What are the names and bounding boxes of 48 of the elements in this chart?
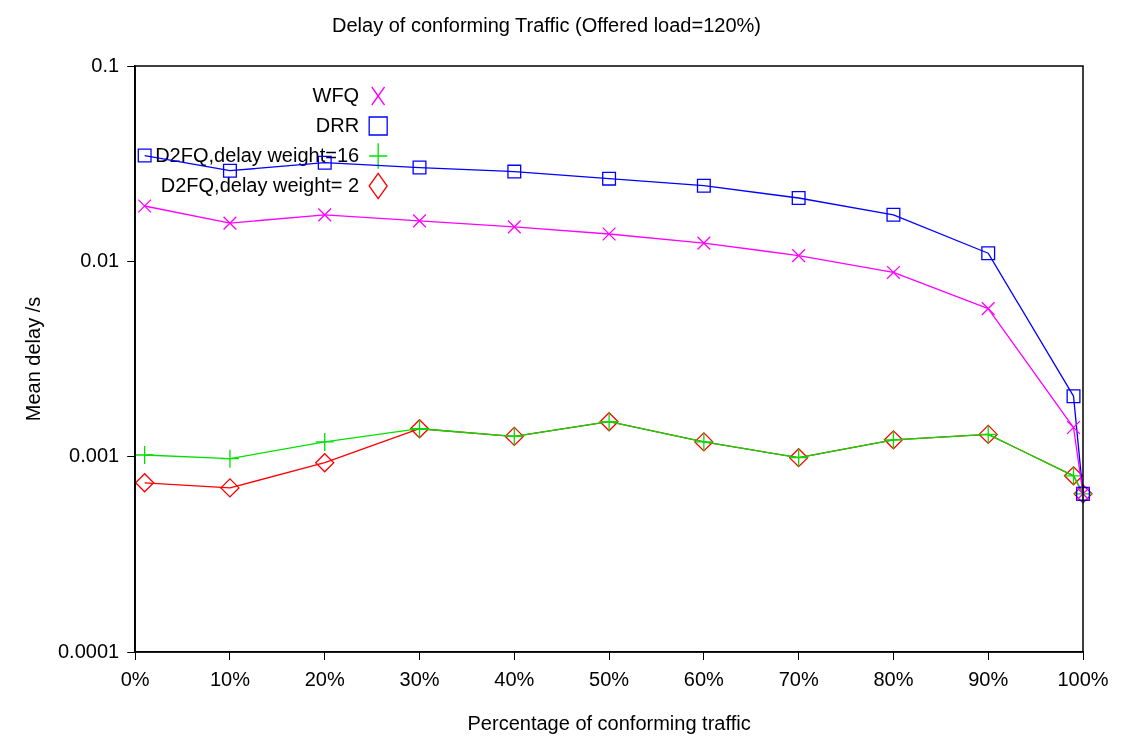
point: [1066, 389, 1081, 404]
legend-label: D2FQ,delay weight= 2: [160, 173, 360, 196]
x-tick-label: 10%: [209, 667, 251, 690]
y-tick-label: 0.01: [80, 248, 120, 271]
point: [696, 178, 711, 193]
point: [317, 207, 332, 222]
legend-label: DRR: [315, 113, 360, 136]
point: [696, 236, 711, 251]
y-tick-label: 0.0001: [58, 639, 120, 662]
x-tick-label: 60%: [683, 667, 725, 690]
point: [222, 216, 237, 231]
y-tick-label: 0.1: [91, 53, 120, 76]
point: [886, 207, 901, 222]
point: [137, 148, 152, 163]
point: [791, 190, 806, 205]
point: [135, 473, 155, 493]
x-tick-label: 30%: [399, 667, 440, 690]
point: [1066, 420, 1081, 435]
x-tick-label: 100%: [1057, 667, 1109, 690]
point: [507, 164, 522, 179]
y-tick-label: 0.001: [69, 444, 120, 467]
point: [602, 171, 617, 186]
x-tick-label: 40%: [494, 667, 535, 690]
point: [412, 160, 427, 175]
point: [791, 248, 806, 263]
point: [507, 219, 522, 234]
x-tick-label: 0%: [120, 667, 150, 690]
x-tick-label: 20%: [304, 667, 345, 690]
point: [137, 198, 152, 214]
x-tick-label: 50%: [589, 667, 630, 690]
x-tick-label: 80%: [873, 667, 914, 690]
point: [220, 448, 240, 469]
x-tick-label: 70%: [778, 667, 819, 690]
x-axis-title: Percentage of conforming traffic: [467, 711, 751, 734]
point: [886, 265, 901, 280]
legend-label: D2FQ,delay weight=16: [155, 143, 360, 166]
chart-title: Delay of conforming Traffic (Offered load=120%): [332, 13, 761, 36]
x-tick-label: 90%: [968, 667, 1009, 690]
point: [602, 227, 617, 242]
point: [981, 301, 996, 316]
point: [315, 453, 335, 473]
point: [315, 432, 335, 452]
point: [220, 478, 240, 498]
point: [981, 246, 996, 261]
legend-label: WFQ: [312, 83, 360, 106]
y-axis-title: Mean delay /s: [21, 296, 44, 422]
point: [412, 213, 427, 228]
point: [135, 445, 155, 465]
